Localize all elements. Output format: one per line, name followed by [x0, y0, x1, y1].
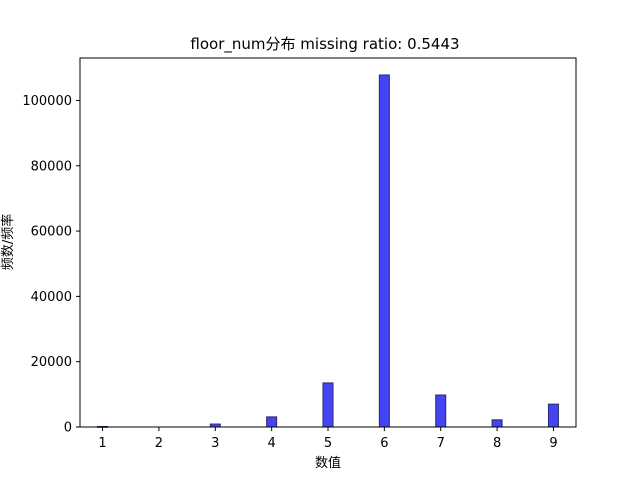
x-tick-label: 1 [98, 436, 106, 451]
plot-frame [79, 57, 577, 428]
chart-title: floor_num分布 missing ratio: 0.5443 [190, 35, 459, 54]
y-tick-label: 80000 [31, 159, 72, 174]
x-tick-label: 5 [324, 436, 332, 451]
y-tick-label: 100000 [22, 94, 72, 109]
x-tick-label: 3 [211, 436, 219, 451]
x-tick-label: 6 [380, 436, 388, 451]
x-axis-label: 数值 [315, 455, 341, 471]
y-axis-label: 频数/频率 [0, 214, 16, 270]
bar-4 [266, 416, 278, 428]
y-tick-label: 20000 [31, 355, 72, 370]
y-tick-label: 0 [64, 421, 72, 436]
y-tick-label: 40000 [31, 290, 72, 305]
x-tick-label: 8 [493, 436, 501, 451]
bar-6 [378, 74, 390, 428]
bar-7 [435, 394, 447, 428]
x-tick-label: 9 [549, 436, 557, 451]
y-axis: 0 20000 40000 60000 80000 100000 [22, 94, 80, 436]
bar-8 [491, 419, 503, 428]
y-tick-label: 60000 [31, 225, 72, 240]
x-axis: 1 2 3 4 5 6 7 8 9 [98, 427, 558, 451]
bar-series [97, 74, 559, 428]
x-tick-label: 2 [155, 436, 163, 451]
bar-9 [547, 403, 559, 428]
x-tick-label: 4 [267, 436, 275, 451]
x-tick-label: 7 [437, 436, 445, 451]
bar-5 [322, 382, 334, 428]
